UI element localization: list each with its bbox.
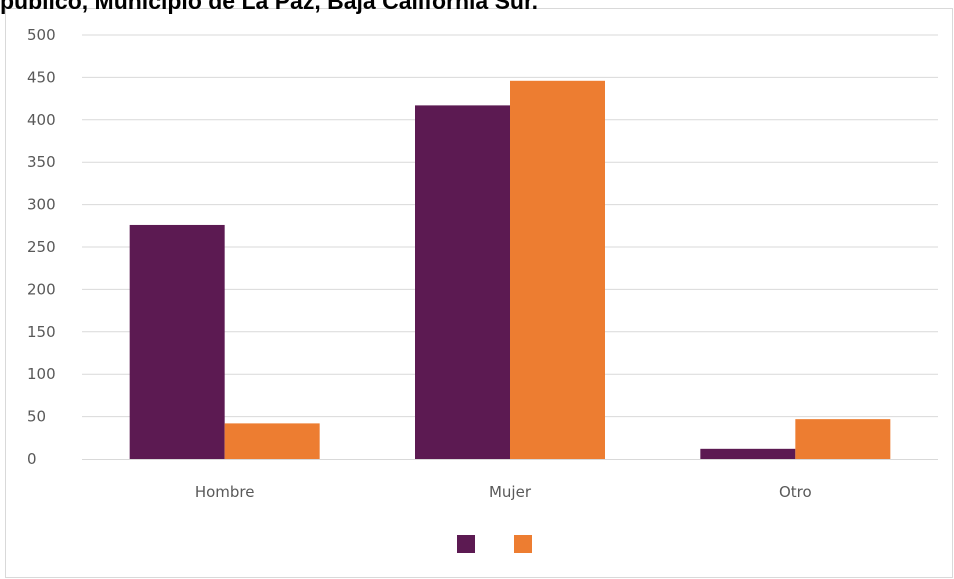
bar-otro-series-2 <box>795 419 891 459</box>
y-tick-label: 400 <box>27 111 56 129</box>
legend-swatch-series-2 <box>514 535 532 553</box>
y-tick-label: 100 <box>27 365 56 383</box>
y-tick-label: 450 <box>27 68 56 86</box>
y-tick-label: 150 <box>27 323 56 341</box>
bar-mujer-series-1 <box>415 105 510 459</box>
legend <box>457 535 532 553</box>
y-tick-label: 300 <box>27 196 56 214</box>
x-tick-label: Hombre <box>195 483 255 501</box>
y-tick-label: 200 <box>27 280 56 298</box>
y-tick-label: 500 <box>27 26 56 44</box>
bars <box>129 80 891 460</box>
bar-hombre-series-2 <box>224 423 320 459</box>
bar-mujer-series-2 <box>510 80 605 460</box>
y-axis-tick-labels: 0 50 100 150 200 250 300 350 400 450 500 <box>27 26 56 468</box>
bar-hombre-series-1 <box>129 224 225 459</box>
chart-title: público, Municipio de La Paz, Baja Calif… <box>0 0 539 14</box>
y-tick-label: 0 <box>27 450 37 468</box>
y-tick-label: 50 <box>27 408 46 426</box>
y-tick-label: 350 <box>27 153 56 171</box>
x-tick-label: Otro <box>779 483 812 501</box>
legend-swatch-series-1 <box>457 535 475 553</box>
x-tick-label: Mujer <box>489 483 532 501</box>
bar-otro-series-1 <box>700 448 796 459</box>
y-tick-label: 250 <box>27 238 56 256</box>
x-axis-tick-labels: Hombre Mujer Otro <box>195 483 812 501</box>
